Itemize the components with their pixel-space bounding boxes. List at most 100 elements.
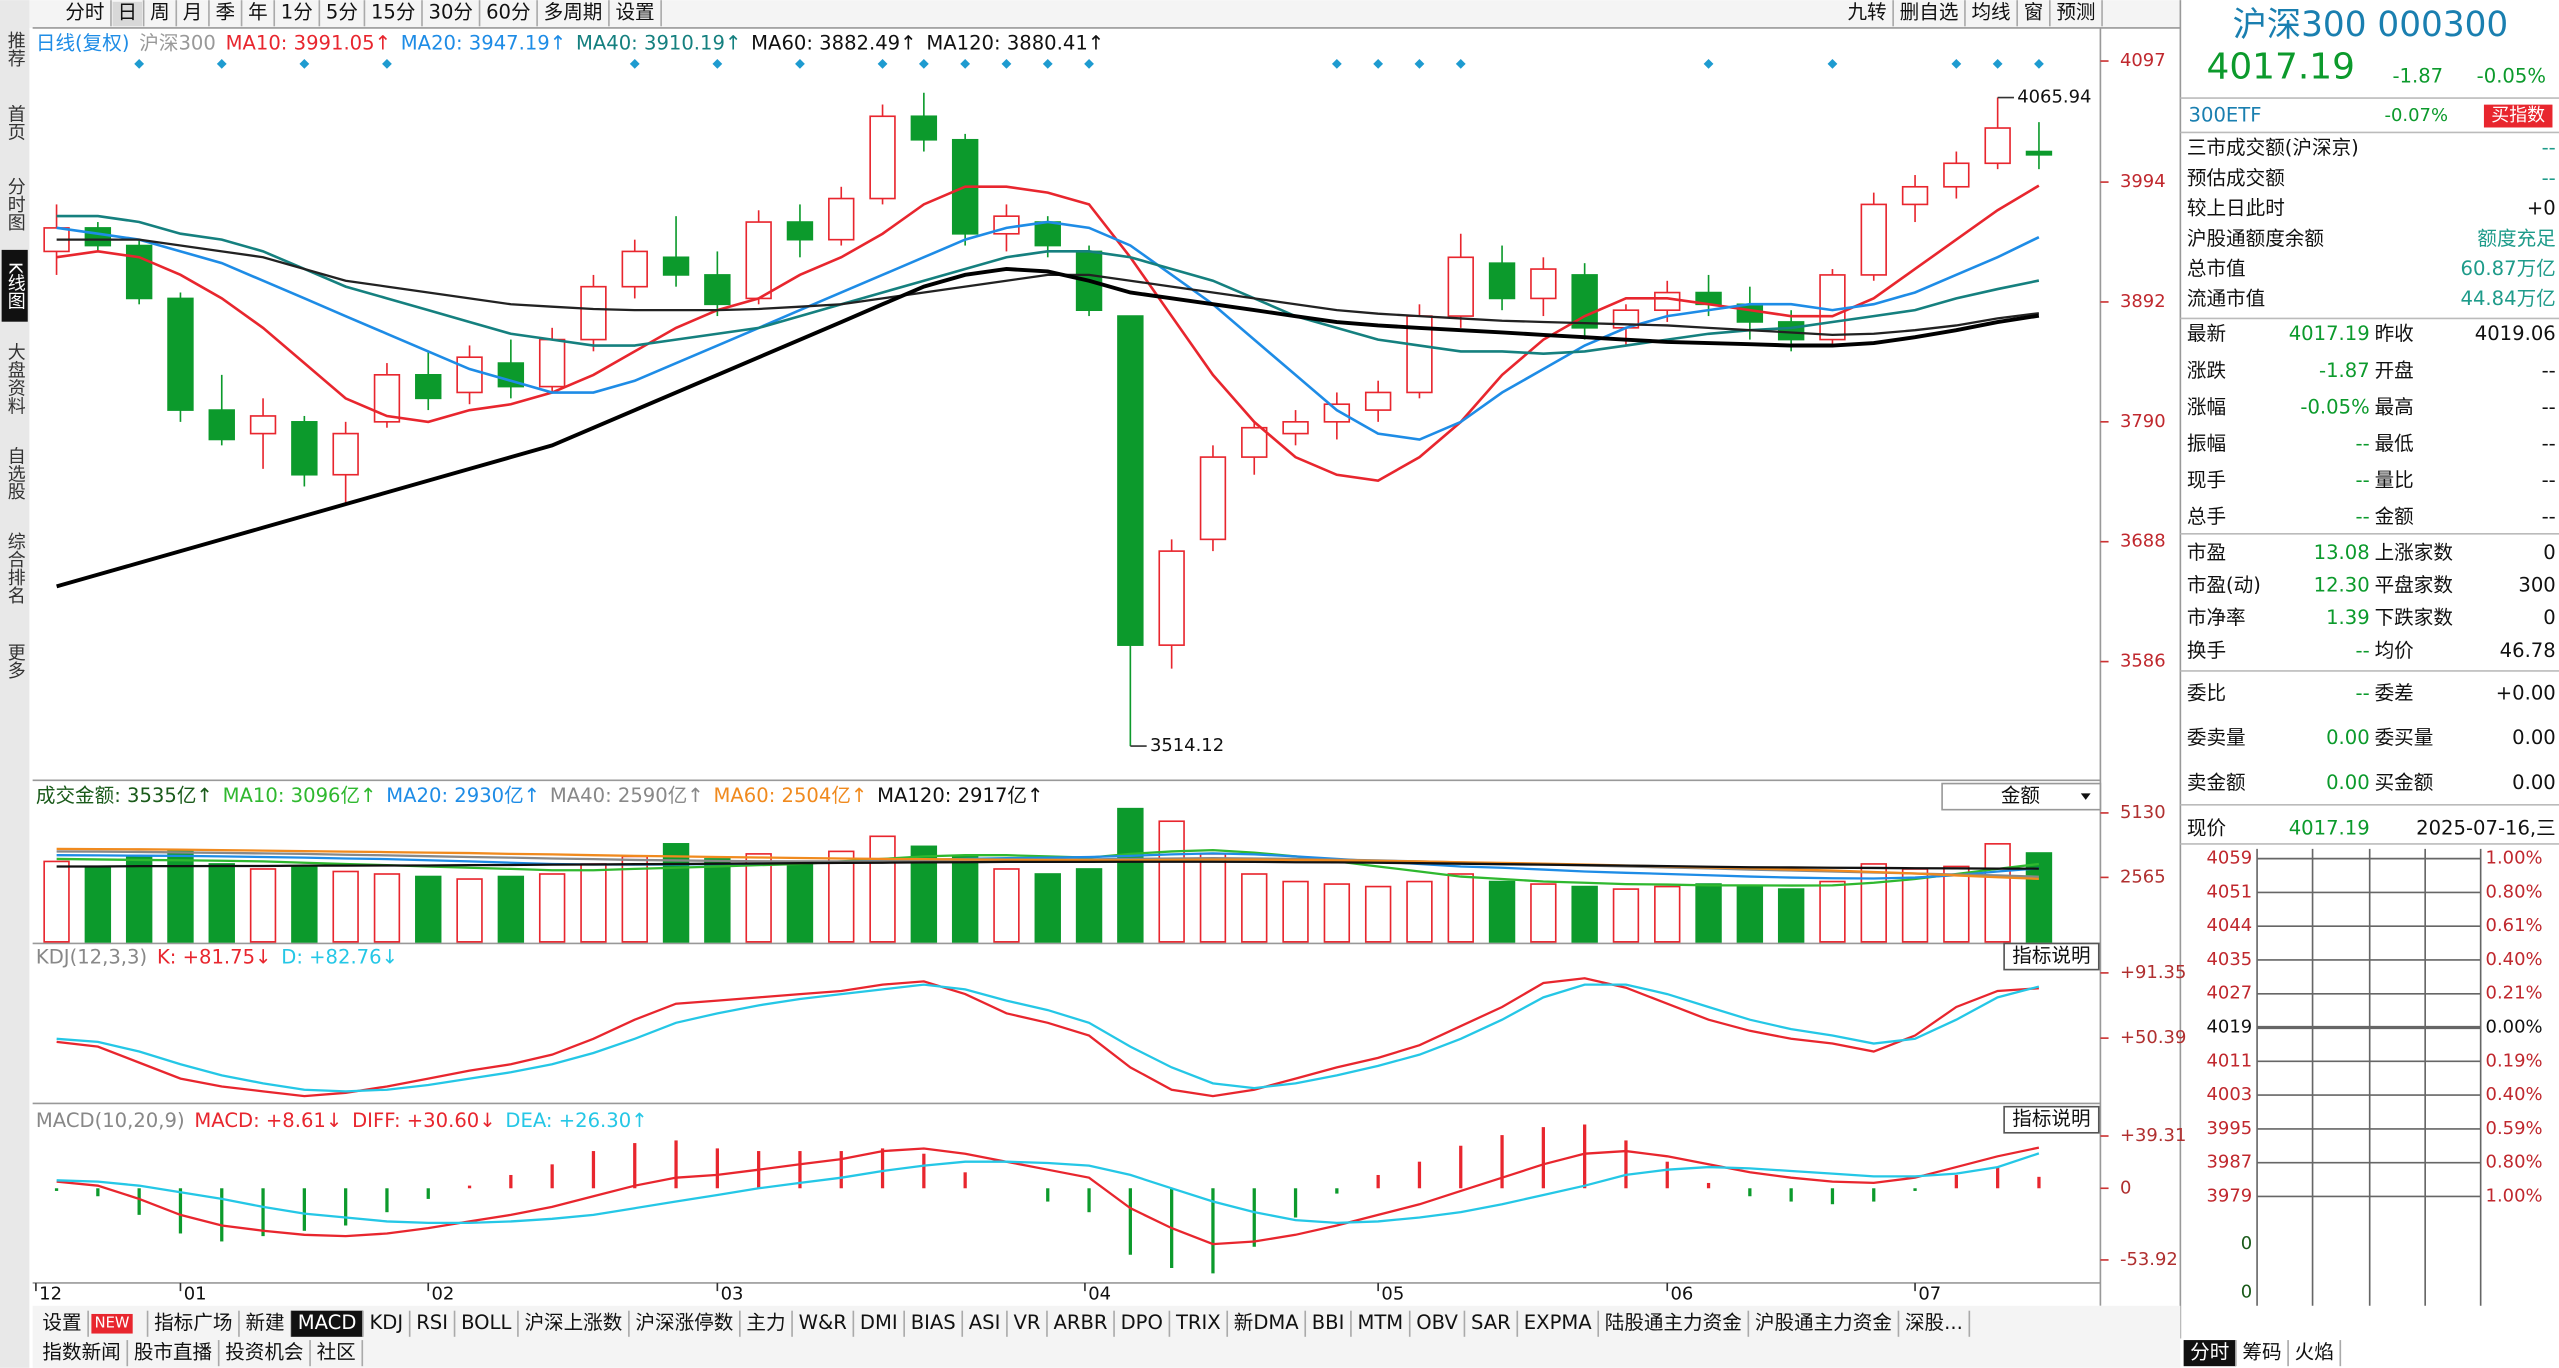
intraday-volume-label: 0: [2241, 1282, 2252, 1303]
tab[interactable]: SAR: [1471, 1311, 1511, 1334]
tab[interactable]: 15分: [371, 1, 416, 24]
tab[interactable]: 年: [248, 1, 268, 24]
quote-value: --: [2356, 432, 2370, 455]
legend-entry: MA20: 2930亿↑: [386, 784, 540, 807]
quote-value: 12.30: [2314, 574, 2370, 597]
tab[interactable]: BBI: [1312, 1311, 1345, 1334]
tab[interactable]: 设置: [615, 1, 654, 24]
volume-bar: [745, 853, 772, 943]
tab[interactable]: 分时: [65, 1, 104, 24]
tab[interactable]: 主力: [746, 1311, 785, 1334]
tab[interactable]: 陆股通主力资金: [1605, 1311, 1742, 1334]
tab[interactable]: TRIX: [1175, 1311, 1221, 1334]
tab[interactable]: 30分: [429, 1, 474, 24]
tab[interactable]: 月: [183, 1, 203, 24]
candle-body: [1901, 185, 1929, 206]
buy-button[interactable]: 买指数: [2491, 105, 2545, 126]
tab[interactable]: 九转: [1847, 1, 1886, 24]
sidebar-item[interactable]: 综合排名: [5, 532, 26, 604]
tab[interactable]: 窗: [2024, 1, 2044, 24]
quote-value: 0.00: [2512, 726, 2556, 749]
sidebar-item[interactable]: K线图: [5, 262, 26, 310]
tab[interactable]: 股市直播: [134, 1341, 213, 1364]
sidebar-item[interactable]: 更多: [5, 643, 26, 679]
tab[interactable]: 指标广场: [154, 1311, 232, 1334]
tab[interactable]: 多周期: [544, 1, 603, 24]
sidebar-item[interactable]: 分时图: [5, 177, 26, 231]
tab[interactable]: 5分: [326, 1, 358, 24]
tab[interactable]: BIAS: [911, 1311, 956, 1334]
tab[interactable]: MACD: [298, 1311, 357, 1334]
legend-entry: 日线(复权): [36, 32, 130, 55]
candle-body: [538, 338, 566, 388]
tab[interactable]: 设置: [42, 1311, 81, 1334]
sidebar: [0, 0, 30, 1368]
tab[interactable]: ARBR: [1054, 1311, 1108, 1334]
tab[interactable]: 社区: [317, 1341, 356, 1364]
tab[interactable]: 投资机会: [225, 1341, 303, 1364]
tab[interactable]: KDJ: [369, 1311, 403, 1334]
volume-bar: [1654, 885, 1681, 943]
volume-bar: [828, 850, 855, 943]
line-series: [56, 977, 2039, 1098]
sidebar-item[interactable]: 首页: [5, 104, 26, 140]
tab[interactable]: 60分: [486, 1, 530, 24]
quote-value: 1.39: [2326, 606, 2370, 629]
tab[interactable]: 筹码: [2242, 1341, 2281, 1364]
tab[interactable]: BOLL: [461, 1311, 511, 1334]
line-series: [56, 220, 2040, 441]
tab[interactable]: DPO: [1121, 1311, 1163, 1334]
tab[interactable]: EXPMA: [1524, 1311, 1592, 1334]
candle-body: [910, 115, 938, 141]
tab[interactable]: 新DMA: [1234, 1311, 1300, 1334]
tab[interactable]: 沪股通主力资金: [1755, 1311, 1892, 1334]
tab[interactable]: RSI: [416, 1311, 448, 1334]
tab[interactable]: OBV: [1416, 1311, 1458, 1334]
volume-bar: [1819, 880, 1846, 943]
tab[interactable]: 均线: [1971, 1, 2010, 24]
tab[interactable]: 预测: [2056, 1, 2095, 24]
tab[interactable]: MTM: [1357, 1311, 1403, 1334]
help-button[interactable]: 指标说明: [2012, 1107, 2090, 1130]
legend-entry: MACD: +8.61↓: [194, 1109, 342, 1132]
tab[interactable]: NEW: [95, 1315, 130, 1332]
tab[interactable]: 深股...: [1905, 1311, 1963, 1334]
sidebar-item[interactable]: 推荐: [5, 31, 26, 68]
volume-bar: [2025, 852, 2053, 943]
x-tick-label: 03: [721, 1283, 744, 1304]
tab[interactable]: 分时: [2190, 1341, 2229, 1364]
tab[interactable]: 指数新闻: [42, 1341, 120, 1364]
quote-label: 下跌家数: [2375, 606, 2454, 629]
help-button[interactable]: 指标说明: [2012, 944, 2090, 967]
quote-value: --: [2542, 468, 2556, 491]
tab[interactable]: 周: [150, 1, 170, 24]
intraday-pct-label: 0.80%: [2486, 881, 2543, 902]
tab[interactable]: DMI: [860, 1311, 898, 1334]
tab[interactable]: 1分: [281, 1, 313, 24]
x-tick-label: 12: [39, 1283, 62, 1304]
volume-bar: [1364, 885, 1392, 943]
tab[interactable]: 沪深涨停数: [635, 1311, 733, 1334]
candle-body: [828, 197, 855, 241]
dropdown[interactable]: 金额: [2001, 784, 2041, 807]
tab[interactable]: ASI: [969, 1311, 1001, 1334]
candle-body: [497, 362, 525, 388]
quote-label: 上涨家数: [2375, 541, 2454, 564]
tab[interactable]: 日: [118, 1, 138, 24]
tab[interactable]: 火焰: [2295, 1341, 2334, 1364]
volume-bar: [1406, 880, 1433, 943]
tab[interactable]: 删自选: [1900, 1, 1959, 24]
sidebar-item[interactable]: 大盘资料: [5, 343, 26, 415]
quote-label: 开盘: [2375, 359, 2414, 382]
candle-body: [745, 221, 772, 300]
quote-label: 换手: [2187, 639, 2226, 662]
volume-bar: [538, 873, 566, 943]
tab[interactable]: 季: [215, 1, 235, 24]
line-series: [56, 860, 2039, 870]
tab[interactable]: VR: [1013, 1311, 1040, 1334]
tab[interactable]: W&R: [799, 1311, 848, 1334]
tab[interactable]: 新建: [245, 1311, 284, 1334]
etf-pct: -0.07%: [2385, 105, 2448, 126]
tab[interactable]: 沪深上涨数: [524, 1311, 622, 1334]
sidebar-item[interactable]: 自选股: [5, 446, 26, 500]
